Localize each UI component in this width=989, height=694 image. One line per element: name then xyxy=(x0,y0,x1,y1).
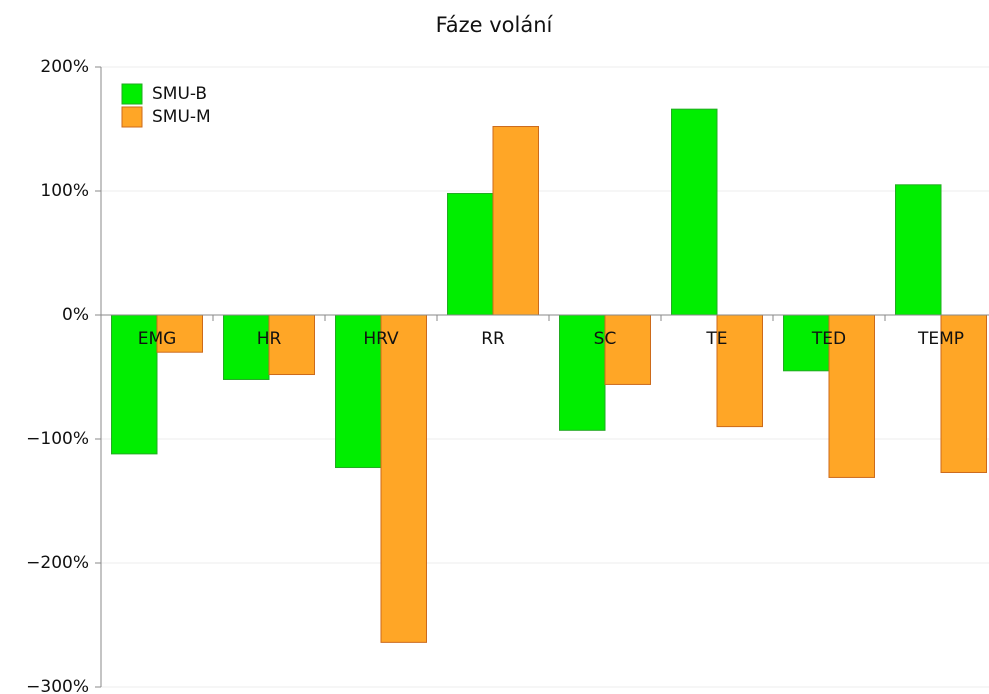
bar xyxy=(156,314,203,353)
y-tick-label: −100% xyxy=(26,429,89,449)
legend-swatch xyxy=(121,106,143,128)
bar xyxy=(559,314,606,431)
bar xyxy=(604,314,651,385)
bar xyxy=(223,314,270,380)
bar xyxy=(940,314,987,473)
y-tick-label: 200% xyxy=(40,57,89,77)
bar xyxy=(671,108,718,316)
bar xyxy=(492,126,539,316)
y-tick-label: 0% xyxy=(62,305,89,325)
x-tick-label: TE xyxy=(705,329,727,349)
legend-swatch xyxy=(121,83,143,105)
x-tick-label: HR xyxy=(257,329,282,349)
y-tick-label: −200% xyxy=(26,553,89,573)
legend-label: SMU-B xyxy=(152,84,207,104)
bar xyxy=(111,314,158,455)
bar xyxy=(447,192,494,316)
x-tick-label: RR xyxy=(481,329,505,349)
legend-label: SMU-M xyxy=(152,107,211,127)
x-tick-label: SC xyxy=(594,329,617,349)
bar xyxy=(335,314,382,469)
x-tick-label: TED xyxy=(811,329,846,349)
bar xyxy=(268,314,315,376)
bar xyxy=(895,184,942,316)
y-tick-label: −300% xyxy=(26,677,89,694)
x-tick-label: HRV xyxy=(363,329,399,349)
bar xyxy=(828,314,875,478)
chart-title: Fáze volání xyxy=(436,13,554,37)
y-tick-label: 100% xyxy=(40,181,89,201)
bar xyxy=(783,314,830,372)
x-tick-label: TEMP xyxy=(917,329,964,349)
bar xyxy=(380,314,427,643)
x-tick-label: EMG xyxy=(138,329,177,349)
